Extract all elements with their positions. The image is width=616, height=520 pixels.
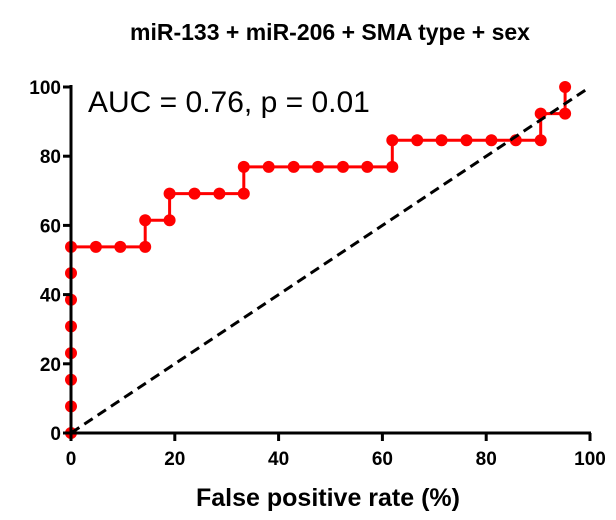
ticks: 0 20 40 60 80 100 0 20 40 60 80 100 — [29, 78, 606, 470]
y-tick-label: 20 — [40, 355, 61, 376]
x-tick-label: 0 — [66, 449, 77, 470]
roc-point — [411, 134, 424, 147]
x-axis-label: False positive rate (%) — [196, 484, 460, 512]
roc-point — [559, 81, 572, 93]
auc-annotation: AUC = 0.76, p = 0.01 — [88, 86, 370, 119]
roc-point — [386, 160, 399, 173]
roc-point — [485, 134, 498, 147]
roc-point — [361, 160, 374, 173]
chart-title: miR-133 + miR-206 + SMA type + sex — [130, 19, 530, 45]
roc-point — [534, 134, 547, 147]
roc-point — [460, 134, 473, 147]
roc-point — [163, 187, 176, 200]
roc-point — [114, 240, 127, 253]
y-tick-label: 0 — [50, 424, 61, 445]
x-tick-label: 100 — [574, 449, 606, 470]
roc-point — [435, 134, 448, 147]
axes — [69, 85, 591, 435]
y-tick-label: 100 — [29, 78, 61, 99]
roc-point — [237, 187, 250, 200]
roc-point — [312, 160, 324, 173]
x-tick-label: 20 — [164, 449, 185, 470]
roc-point — [213, 187, 226, 200]
roc-point — [287, 160, 300, 173]
x-tick-label: 40 — [268, 449, 289, 470]
roc-point — [89, 240, 102, 253]
roc-point — [139, 214, 152, 227]
roc-point — [237, 160, 250, 173]
y-tick-label: 80 — [40, 147, 61, 168]
roc-point — [188, 187, 201, 200]
x-tick-label: 60 — [372, 449, 393, 470]
roc-point — [559, 107, 572, 120]
plot-marks — [65, 81, 591, 439]
roc-point — [337, 160, 349, 173]
y-tick-label: 60 — [40, 216, 61, 237]
x-tick-label: 80 — [476, 449, 497, 470]
roc-point — [163, 214, 176, 227]
roc-point — [262, 160, 275, 173]
roc-point — [139, 240, 152, 253]
y-tick-label: 40 — [40, 286, 61, 307]
chance-diagonal-line — [70, 85, 591, 435]
roc-point — [386, 134, 399, 147]
